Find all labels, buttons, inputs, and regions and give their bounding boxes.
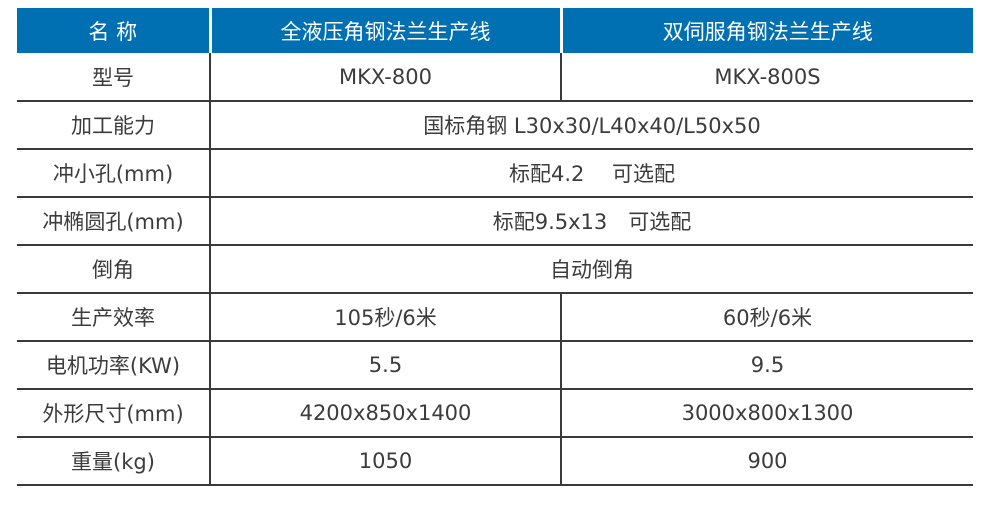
header-row: 名 称 全液压角钢法兰生产线 双伺服角钢法兰生产线 [17,8,973,53]
header-product-line-1: 全液压角钢法兰生产线 [208,8,561,53]
table-row: 电机功率(KW) 5.5 9.5 [17,341,973,390]
table-row: 加工能力 国标角钢 L30x30/L40x40/L50x50 [17,101,973,150]
row-label: 电机功率(KW) [17,341,211,390]
row-value-span: 标配9.5x13 可选配 [210,197,973,246]
row-value: 9.5 [561,341,973,390]
spec-table-header: 名 称 全液压角钢法兰生产线 双伺服角钢法兰生产线 [17,8,973,53]
row-label: 加工能力 [17,101,211,150]
table-row: 型号 MKX-800 MKX-800S [17,53,973,102]
table-row: 倒角 自动倒角 [17,245,973,294]
spec-table-wrap: 名 称 全液压角钢法兰生产线 双伺服角钢法兰生产线 型号 MKX-800 MKX-8… [17,8,973,486]
row-value: 3000x800x1300 [561,389,973,438]
row-value: 900 [561,437,973,486]
spec-table-body: 型号 MKX-800 MKX-800S 加工能力 国标角钢 L30x30/L40x40/… [17,53,973,486]
table-row: 外形尺寸(mm) 4200x850x1400 3000x800x1300 [17,389,973,438]
row-label: 重量(kg) [17,437,211,486]
row-value: MKX-800S [561,53,973,102]
table-row: 冲椭圆孔(mm) 标配9.5x13 可选配 [17,197,973,246]
row-value: 4200x850x1400 [210,389,562,438]
row-label: 外形尺寸(mm) [17,389,211,438]
row-value-span: 标配4.2 可选配 [210,149,973,198]
row-label: 冲小孔(mm) [17,149,211,198]
row-label: 生产效率 [17,293,211,342]
row-label: 型号 [17,53,211,102]
row-label: 倒角 [17,245,211,294]
row-value: 105秒/6米 [210,293,562,342]
table-row: 生产效率 105秒/6米 60秒/6米 [17,293,973,342]
row-value-span: 自动倒角 [210,245,973,294]
header-name-column: 名 称 [17,8,210,53]
row-value: 5.5 [210,341,562,390]
row-value: 60秒/6米 [561,293,973,342]
header-product-line-2: 双伺服角钢法兰生产线 [559,8,973,53]
table-row: 重量(kg) 1050 900 [17,437,973,486]
spec-table: 名 称 全液压角钢法兰生产线 双伺服角钢法兰生产线 型号 MKX-800 MKX-8… [17,8,973,486]
table-row: 冲小孔(mm) 标配4.2 可选配 [17,149,973,198]
row-label: 冲椭圆孔(mm) [17,197,211,246]
row-value-span: 国标角钢 L30x30/L40x40/L50x50 [210,101,973,150]
row-value: MKX-800 [210,53,562,102]
row-value: 1050 [210,437,562,486]
